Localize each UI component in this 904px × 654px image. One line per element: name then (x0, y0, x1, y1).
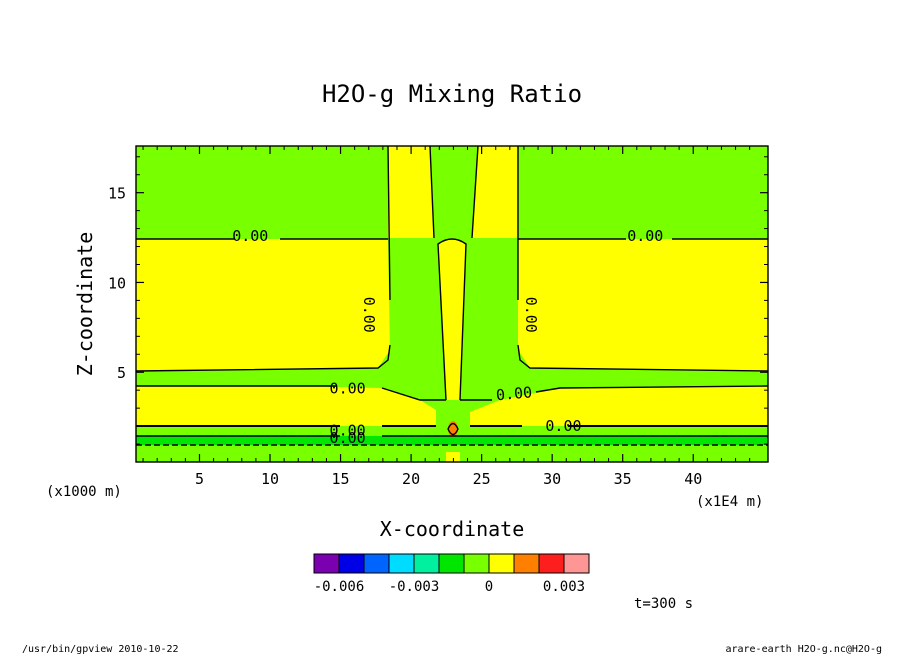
region-yellow-spike (438, 239, 466, 400)
contour-label: 0.00 (232, 227, 268, 245)
time-label: t=300 s (634, 596, 693, 612)
colorbar-cell (488, 553, 515, 574)
y-tick-labels: 5 10 15 (108, 185, 126, 383)
contour-lines (135, 145, 769, 446)
contour-labels: 0.00 0.000.00 0.000.00 0.000.000.000.00 (232, 227, 663, 447)
contour-label-text: 0.00 (627, 227, 663, 245)
x-tick-label: 40 (684, 470, 702, 488)
chart-title: H2O-g Mixing Ratio (322, 80, 582, 108)
colorbar-cell (363, 553, 390, 574)
colorbar-cell (313, 553, 340, 574)
colorbar-tick-label: -0.003 (389, 579, 440, 595)
footer-left: /usr/bin/gpview 2010-10-22 (22, 644, 179, 654)
contour-label: 0.00 (330, 422, 366, 440)
colorbar-cell (338, 553, 365, 574)
colorbar-tick-label: 0 (485, 579, 493, 595)
region-yellow-column-left (388, 146, 434, 238)
x-tick-label: 15 (332, 470, 350, 488)
colorbar-cell (388, 553, 415, 574)
colorbar-cell (438, 553, 465, 574)
contour-inner-left (429, 145, 435, 239)
axis-ticks (136, 146, 768, 462)
contour-label-text: 0.00 (330, 422, 366, 440)
plot-frame (135, 145, 769, 463)
x-tick-label: 35 (614, 470, 632, 488)
colorbar-cell (563, 553, 590, 574)
y-tick-label: 15 (108, 185, 126, 203)
contour-column-left (135, 145, 391, 372)
contour-label: 0.00 (627, 227, 663, 245)
contour-label: 0.00 (330, 429, 366, 447)
contour-blob (447, 422, 459, 436)
colorbar-labels: -0.006 -0.003 0 0.003 (314, 579, 585, 595)
contour-label-text: 0.00 (330, 379, 366, 397)
footer-right: arare-earth_H2O-g.nc@H2O-g (725, 644, 882, 654)
colorbar-cell (538, 553, 565, 574)
region-yellow-column-right (472, 146, 518, 238)
y-tick-label: 10 (108, 274, 126, 292)
colorbar-cell (463, 553, 490, 574)
colorbar (313, 553, 590, 574)
contour-label: 0.00 (360, 297, 378, 333)
contour-label-text: 0.00 (495, 383, 533, 404)
y-tick-label: 5 (117, 364, 126, 382)
contour-label-text: 0.00 (232, 227, 268, 245)
x-tick-labels: 5 10 15 20 25 30 35 40 (195, 470, 702, 488)
plot-area: 0.00 0.000.00 0.000.00 0.000.000.000.00 (135, 145, 769, 463)
contour-label-text: 0.00 (360, 297, 378, 333)
contour-inner-right (471, 145, 479, 239)
region-yellow-bottom (446, 452, 460, 462)
contour-label-text: 0.00 (330, 429, 366, 447)
region-bright-green-low (136, 436, 768, 445)
contour-label-text: 0.00 (522, 297, 540, 333)
x-tick-label: 20 (402, 470, 420, 488)
x-unit-right: (x1E4 m) (696, 494, 763, 510)
colorbar-tick-label: 0.003 (543, 579, 585, 595)
contour-z4 (136, 385, 769, 401)
y-axis-label: Z-coordinate (73, 232, 97, 377)
contour-label: 0.00 (495, 383, 533, 404)
contour-label: 0.00 (545, 417, 581, 435)
x-unit-left: (x1000 m) (46, 484, 122, 500)
x-axis-label: X-coordinate (380, 517, 525, 541)
contour-label: 0.00 (330, 379, 366, 397)
contour-spike (437, 238, 467, 401)
contour-column-right (517, 146, 769, 372)
x-tick-label: 25 (473, 470, 491, 488)
colorbar-cell (413, 553, 440, 574)
colorbar-tick-label: -0.006 (314, 579, 365, 595)
contour-label: 0.00 (522, 297, 540, 333)
x-tick-label: 30 (543, 470, 561, 488)
colorbar-cell (513, 553, 540, 574)
x-tick-label: 10 (261, 470, 279, 488)
contour-label-text: 0.00 (545, 417, 581, 435)
x-tick-label: 5 (195, 470, 204, 488)
